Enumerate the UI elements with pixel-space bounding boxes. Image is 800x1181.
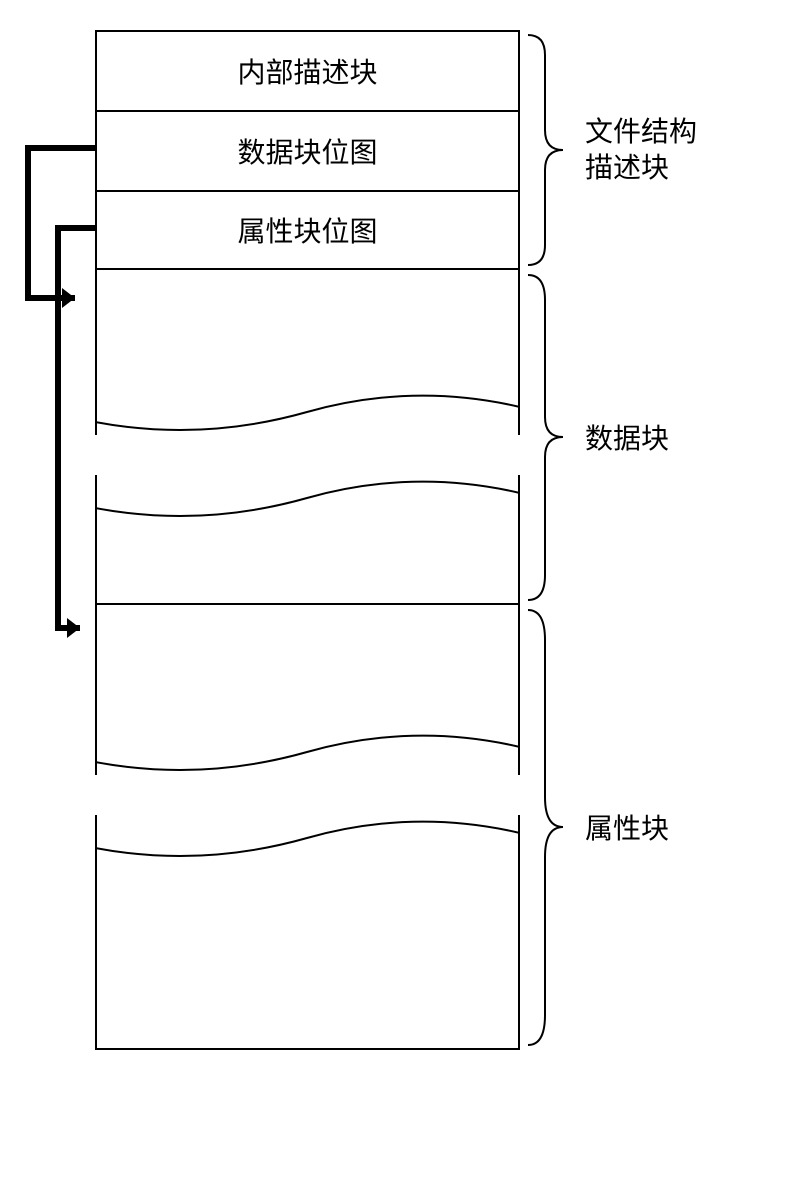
internal-desc-label: 内部描述块: [237, 51, 377, 91]
attr-block-gap: [95, 775, 520, 815]
brace-data: [523, 270, 573, 605]
data-bitmap-label: 数据块位图: [237, 131, 377, 171]
attr-bitmap-label: 属性块位图: [237, 210, 377, 250]
brace-attr-label: 属性块: [585, 812, 669, 848]
file-structure-diagram: 内部描述块 数据块位图 属性块位图: [95, 30, 735, 1150]
brace-file-struct: [523, 30, 573, 270]
data-block-top: [95, 270, 520, 435]
structure-column: 内部描述块 数据块位图 属性块位图: [95, 30, 520, 1050]
data-block-bottom: [95, 475, 520, 605]
internal-desc-block: 内部描述块: [95, 30, 520, 110]
attr-bitmap-block: 属性块位图: [95, 190, 520, 270]
data-block-gap: [95, 435, 520, 475]
attr-label-text: 属性块: [585, 814, 669, 845]
brace-attr: [523, 605, 573, 1050]
attr-block-top: [95, 605, 520, 775]
attr-block-bottom: [95, 815, 520, 1050]
brace-file-struct-label: 文件结构 描述块: [585, 115, 697, 188]
data-label-text: 数据块: [585, 424, 669, 455]
data-bitmap-block: 数据块位图: [95, 110, 520, 190]
brace-data-label: 数据块: [585, 422, 669, 458]
file-struct-label-line2: 描述块: [585, 151, 697, 187]
file-struct-label-line1: 文件结构: [585, 115, 697, 151]
